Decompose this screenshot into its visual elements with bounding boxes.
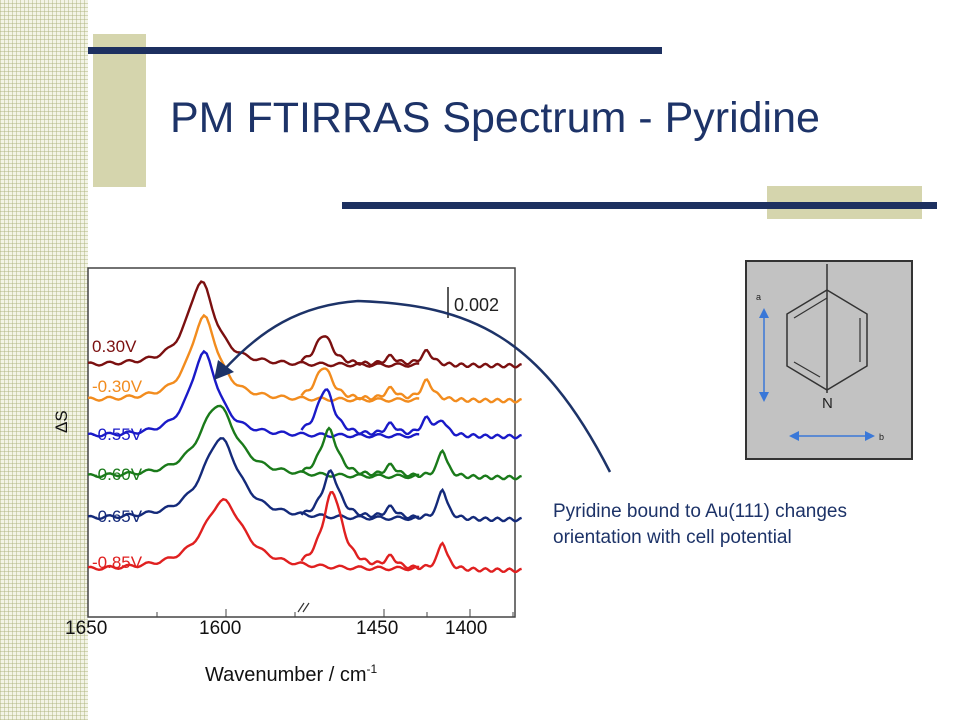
series-layer: 0.30V -0.30V -0.55V -0.60V -0.65V -0.85V	[87, 280, 522, 574]
scale-bar-label: 0.002	[454, 295, 499, 315]
x-tick-label: 1600	[199, 618, 241, 639]
x-axis-ticks	[87, 609, 514, 617]
decorative-block-top	[93, 34, 146, 187]
series-line--0.65V-right	[300, 469, 522, 523]
series-line-0.30V-left	[87, 280, 420, 368]
series-line--0.65V-left	[87, 437, 420, 522]
series-line--0.85V-right	[300, 490, 522, 574]
series-label: -0.65V	[92, 507, 143, 526]
series-line--0.30V-right	[300, 367, 522, 404]
series-line--0.85V-left	[87, 497, 420, 572]
x-tick-label: 1650	[65, 618, 107, 639]
y-axis-label: ΔS	[52, 410, 71, 433]
axis-break-mark	[297, 602, 310, 613]
series-label: 0.30V	[92, 337, 137, 356]
x-axis-label: Wavenumber / cm-1	[205, 662, 378, 686]
side-texture-strip	[0, 0, 88, 720]
series-label: -0.85V	[92, 553, 143, 572]
x-tick-label: 1400	[445, 618, 487, 639]
pyridine-molecule-icon: N a b	[756, 264, 884, 442]
series-label: -0.30V	[92, 377, 143, 396]
figure-caption: Pyridine bound to Au(111) changes orient…	[553, 501, 847, 548]
series-line-0.30V-right	[300, 335, 522, 369]
decorative-line-bottom	[342, 202, 937, 209]
x-tick-label: 1450	[356, 618, 398, 639]
axis-b-label: b	[879, 432, 884, 442]
plot-frame	[87, 267, 516, 618]
pyridine-structure-figure: N a b	[745, 260, 913, 460]
series-label: -0.55V	[92, 425, 143, 444]
series-label: -0.60V	[92, 465, 143, 484]
nitrogen-label: N	[822, 395, 833, 412]
axis-a-label: a	[756, 292, 761, 302]
decorative-line-top	[88, 47, 662, 54]
page-title: PM FTIRRAS Spectrum - Pyridine	[170, 94, 820, 142]
